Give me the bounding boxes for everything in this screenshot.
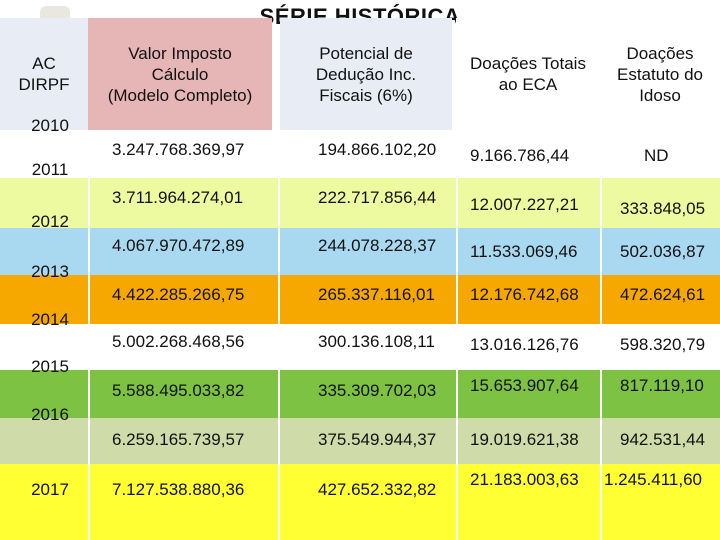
year-cell: 2013 [31,262,69,281]
column-divider [456,130,458,540]
year-cell: 2011 [31,160,69,179]
potencial-cell: 222.717.856,44 [318,188,437,207]
potencial-cell: 427.652.332,82 [318,480,437,499]
potencial-cell: 375.549.944,37 [318,430,437,449]
potencial-cell: 265.337.116,01 [318,285,435,304]
eca-cell: 12.007.227,21 [470,195,579,214]
year-cell: 2017 [31,480,69,499]
header-valor-imposto: Valor Imposto Cálculo (Modelo Completo) [88,18,272,130]
column-divider [88,130,90,540]
eca-cell: 21.183.003,63 [470,470,579,489]
valor-cell: 4.067.970.472,89 [112,236,245,255]
year-cell: 2010 [31,116,69,135]
potencial-cell: 300.136.108,11 [318,332,435,351]
column-divider [600,130,602,540]
idoso-cell: 817.119,10 [620,376,704,395]
idoso-cell: 502.036,87 [620,242,706,261]
year-cell: 2014 [31,310,69,329]
header-doacoes-eca: Doações Totais ao ECA [456,18,600,130]
eca-cell: 11.533.069,46 [470,242,578,261]
historical-series-table: AC DIRPF Valor Imposto Cálculo (Modelo C… [0,18,720,540]
valor-cell: 7.127.538.880,36 [112,480,245,499]
valor-cell: 3.247.768.369,97 [112,140,245,159]
valor-cell: 3.711.964.274,01 [112,188,244,207]
valor-cell: 5.002.268.468,56 [112,332,245,351]
valor-cell: 4.422.285.266,75 [112,285,245,304]
idoso-cell: 472.624,61 [620,285,706,304]
valor-cell: 5.588.495.033,82 [112,381,245,400]
potencial-cell: 335.309.702,03 [318,381,437,400]
header-doacoes-idoso: Doações Estatuto do Idoso [600,18,720,130]
idoso-cell: 942.531,44 [620,430,706,449]
potencial-cell: 244.078.228,37 [318,236,437,255]
header-ac: AC DIRPF [0,18,88,130]
valor-cell: 6.259.165.739,57 [112,430,245,449]
eca-cell: 15.653.907,64 [470,376,579,395]
header-potencial-deducao: Potencial de Dedução Inc. Fiscais (6%) [280,18,452,130]
year-cell: 2015 [31,357,69,376]
idoso-cell: 1.245.411,60 [604,470,702,489]
idoso-cell: ND [644,146,669,165]
year-cell: 2012 [31,212,69,231]
eca-cell: 13.016.126,76 [470,335,579,354]
idoso-cell: 598.320,79 [620,335,706,354]
eca-cell: 9.166.786,44 [470,146,570,165]
idoso-cell: 333.848,05 [620,199,706,218]
potencial-cell: 194.866.102,20 [318,140,437,159]
eca-cell: 12.176.742,68 [470,285,579,304]
column-divider [278,130,280,540]
eca-cell: 19.019.621,38 [470,430,579,449]
year-cell: 2016 [31,405,69,424]
